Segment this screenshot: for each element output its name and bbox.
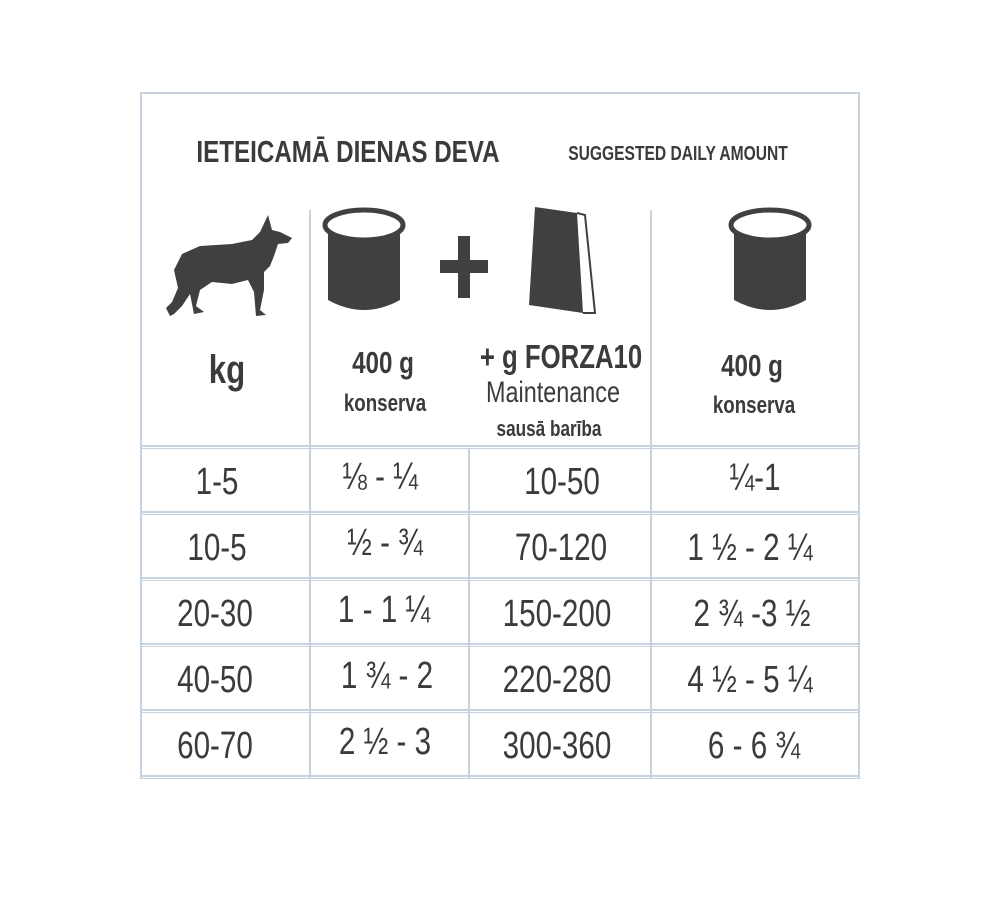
plus-icon xyxy=(440,236,488,298)
can-icon xyxy=(728,207,812,310)
divider xyxy=(140,709,860,713)
cell-can-only: ¼-1 xyxy=(729,457,781,499)
cell-can-only: 6 - 6 ¾ xyxy=(707,725,801,767)
cell-dry: 10-50 xyxy=(524,461,600,503)
divider xyxy=(140,775,860,779)
header-can-label: konserva xyxy=(343,390,427,417)
food-bag-icon xyxy=(529,207,597,314)
divider xyxy=(650,210,652,778)
cell-kg: 10-5 xyxy=(187,527,247,569)
cell-kg: 60-70 xyxy=(177,725,253,767)
cell-can: ½ - ¾ xyxy=(347,522,423,564)
cell-can: 1 ¾ - 2 xyxy=(340,655,434,697)
subtitle: SUGGESTED DAILY AMOUNT xyxy=(568,143,788,165)
can-icon xyxy=(322,207,406,310)
cell-dry: 70-120 xyxy=(514,527,608,569)
cell-can-only: 1 ½ - 2 ¼ xyxy=(687,527,813,569)
cell-can-only: 4 ½ - 5 ¼ xyxy=(687,659,813,701)
dog-icon xyxy=(166,215,292,316)
header-dry-amount: + g FORZA10 xyxy=(479,338,643,375)
cell-dry: 220-280 xyxy=(502,659,612,701)
divider xyxy=(140,445,860,449)
divider xyxy=(468,449,470,778)
divider xyxy=(140,577,860,581)
divider xyxy=(309,210,311,778)
header-dry-label: sausā barība xyxy=(496,416,602,441)
cell-can-only: 2 ¾ -3 ½ xyxy=(693,593,811,635)
cell-dry: 300-360 xyxy=(502,725,612,767)
cell-kg: 40-50 xyxy=(177,659,253,701)
header-can-only-amount: 400 g xyxy=(721,348,783,383)
feeding-table xyxy=(140,92,860,778)
cell-kg: 1-5 xyxy=(195,461,239,503)
cell-can: 2 ½ - 3 xyxy=(338,721,432,763)
header-can-only-label: konserva xyxy=(712,392,796,419)
cell-dry: 150-200 xyxy=(502,593,612,635)
cell-kg: 20-30 xyxy=(177,593,253,635)
divider xyxy=(140,511,860,515)
divider xyxy=(140,643,860,647)
cell-can: 1 - 1 ¼ xyxy=(337,589,431,631)
title: IETEICAMĀ DIENAS DEVA xyxy=(196,134,500,169)
cell-can: ⅛ - ¼ xyxy=(342,456,418,498)
header-can-amount: 400 g xyxy=(352,345,414,380)
header-dry-product: Maintenance xyxy=(485,376,621,409)
header-kg: kg xyxy=(208,348,246,392)
